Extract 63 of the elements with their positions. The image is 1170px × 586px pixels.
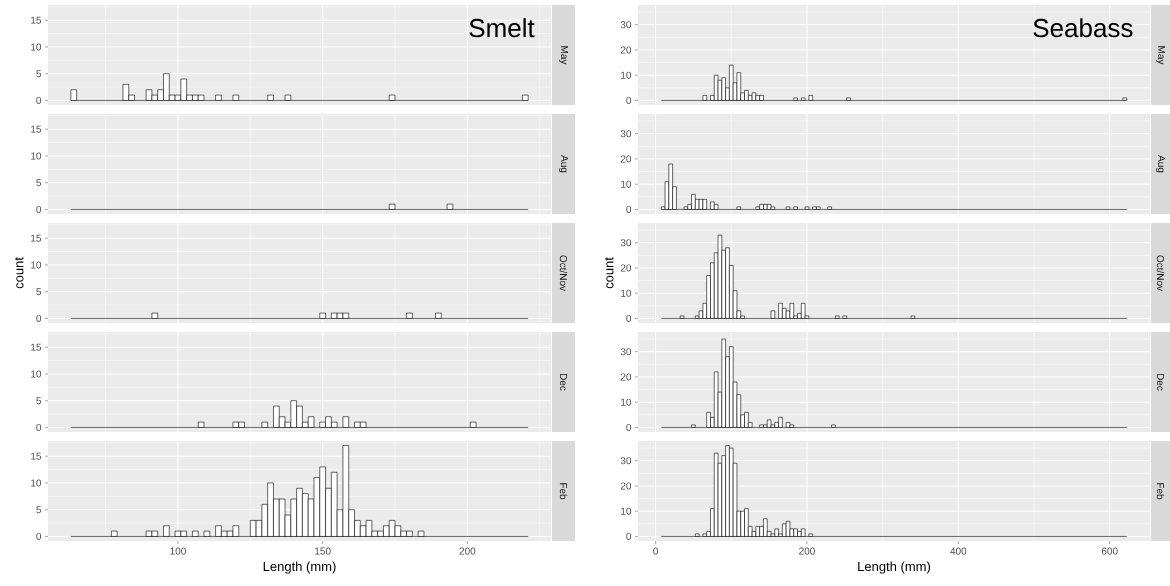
y-tick-label: 0 (36, 423, 42, 431)
y-tick-label: 0 (36, 96, 42, 104)
x-tick-label: 200 (459, 547, 476, 555)
text: Feb (559, 483, 568, 500)
x-axis-title: Length (mm) (263, 561, 336, 574)
x-tick-label: 400 (950, 547, 967, 555)
y-tick-label: 0 (36, 532, 42, 540)
text: May (559, 46, 568, 65)
text: Oct/Nov (1156, 255, 1165, 292)
y-tick-label: 10 (621, 507, 632, 515)
x-tick-label: 600 (1101, 547, 1118, 555)
y-tick-label: 20 (620, 264, 632, 272)
y-tick-label: 30 (620, 130, 632, 138)
y-axis-title: count (604, 257, 614, 289)
x-tick-label: 200 (799, 547, 815, 555)
y-tick-label: 10 (621, 71, 632, 79)
y-tick-label: 20 (620, 373, 632, 381)
text: May (1156, 46, 1165, 65)
x-axis-title: Length (mm) (858, 561, 931, 574)
y-tick-label: 5 (36, 70, 42, 78)
y-tick-label: 0 (626, 532, 632, 540)
y-tick-label: 30 (620, 239, 632, 247)
y-tick-label: 30 (620, 21, 632, 29)
y-tick-label: 15 (31, 125, 42, 133)
text: Dec (560, 373, 567, 391)
y-tick-label: 15 (31, 452, 42, 460)
text: Feb (1156, 483, 1165, 500)
y-tick-label: 15 (31, 234, 42, 242)
y-tick-label: 20 (620, 482, 632, 490)
x-tick-label: 0 (653, 547, 658, 555)
x-tick-label: 150 (315, 547, 331, 555)
y-tick-label: 10 (621, 398, 632, 406)
y-tick-label: 0 (626, 314, 632, 322)
y-tick-label: 30 (620, 348, 632, 356)
y-tick-label: 0 (626, 423, 632, 431)
y-tick-label: 5 (36, 179, 42, 187)
y-tick-label: 15 (31, 343, 42, 351)
text: Aug (559, 155, 568, 173)
y-tick-label: 20 (620, 155, 632, 163)
y-tick-label: 5 (36, 288, 42, 296)
y-tick-label: 10 (621, 180, 632, 188)
y-tick-label: 10 (31, 479, 42, 487)
y-tick-label: 0 (36, 314, 42, 322)
y-axis-title: count (14, 257, 24, 289)
y-tick-label: 10 (31, 261, 42, 269)
y-tick-label: 10 (31, 370, 42, 378)
text: Aug (1156, 155, 1165, 173)
y-tick-label: 10 (31, 152, 42, 160)
y-tick-label: 0 (626, 96, 632, 104)
chart-title: Seabass (1033, 18, 1133, 38)
y-tick-label: 5 (36, 506, 42, 514)
y-tick-label: 5 (36, 397, 42, 405)
y-tick-label: 15 (31, 16, 42, 24)
x-tick-label: 100 (170, 547, 186, 555)
y-tick-label: 0 (626, 205, 632, 213)
y-tick-label: 0 (36, 205, 42, 213)
text: Dec (1157, 373, 1164, 391)
text: Oct/Nov (559, 255, 568, 292)
y-tick-label: 30 (620, 457, 632, 465)
y-tick-label: 10 (31, 43, 42, 51)
y-tick-label: 10 (621, 289, 632, 297)
chart-title: Smelt (469, 18, 535, 38)
y-tick-label: 20 (620, 46, 632, 54)
